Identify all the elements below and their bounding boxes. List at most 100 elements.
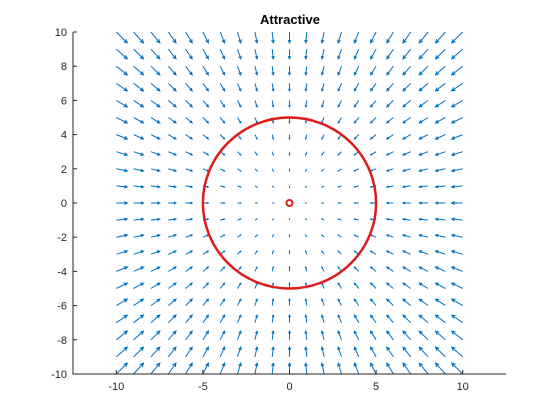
vector-arrow	[450, 117, 463, 124]
vector-arrow	[304, 134, 308, 141]
vector-arrow	[185, 31, 193, 44]
vector-arrow	[150, 31, 161, 44]
vector-arrow	[133, 266, 145, 272]
vector-arrow	[418, 99, 429, 108]
vector-arrow	[369, 151, 377, 156]
vector-arrow	[271, 66, 275, 77]
vector-arrow	[450, 48, 464, 60]
vector-arrow	[337, 66, 342, 76]
vector-arrow	[337, 48, 342, 61]
vector-arrow	[237, 250, 242, 255]
vector-arrow	[320, 31, 325, 45]
vector-arrow	[254, 83, 258, 93]
vector-arrow	[450, 217, 463, 222]
vector-arrow	[254, 48, 259, 61]
y-tick-label: 8	[61, 61, 67, 73]
vector-arrow	[202, 65, 209, 76]
vector-arrow	[304, 185, 308, 188]
vector-arrow	[353, 266, 360, 272]
vector-arrow	[434, 65, 446, 76]
vector-arrow	[402, 346, 412, 358]
vector-arrow	[353, 346, 360, 358]
vector-arrow	[133, 134, 145, 140]
vector-arrow	[288, 134, 291, 141]
vector-arrow	[202, 31, 209, 44]
vector-arrow	[434, 250, 446, 255]
vector-arrow	[287, 329, 292, 340]
vector-arrow	[254, 282, 258, 289]
vector-arrow	[219, 117, 226, 124]
vector-arrow	[353, 298, 360, 306]
vector-arrow	[271, 185, 275, 188]
vector-arrow	[185, 314, 193, 324]
vector-arrow	[369, 168, 377, 172]
vector-arrow	[337, 330, 342, 340]
vector-arrow	[304, 265, 308, 272]
vector-arrow	[401, 185, 411, 189]
vector-arrow	[353, 48, 360, 60]
vector-arrow	[321, 298, 325, 306]
vector-arrow	[254, 66, 259, 77]
vector-arrow	[320, 66, 325, 77]
vector-arrow	[370, 48, 377, 60]
vector-arrow	[353, 134, 360, 140]
vector-arrow	[167, 48, 177, 60]
vector-arrow	[304, 361, 308, 375]
vector-arrow	[150, 117, 161, 124]
vector-arrow	[434, 48, 446, 60]
vector-arrow	[434, 298, 446, 307]
vector-arrow	[337, 117, 342, 124]
vector-arrow	[116, 99, 129, 108]
vector-arrow	[115, 330, 129, 341]
vector-arrow	[254, 117, 258, 124]
vector-arrow	[133, 250, 145, 255]
vector-arrow	[304, 66, 308, 77]
overlay	[201, 116, 378, 290]
vector-arrow	[386, 362, 394, 375]
vector-arrow	[385, 217, 394, 221]
vector-arrow	[185, 330, 193, 341]
vector-arrow	[168, 134, 177, 140]
vector-arrow	[150, 48, 161, 60]
vector-arrow	[167, 330, 177, 341]
vector-arrow	[418, 201, 429, 205]
vector-arrow	[168, 282, 177, 289]
vector-arrow	[369, 117, 377, 124]
vector-arrow	[434, 314, 446, 324]
vector-arrow	[321, 134, 325, 141]
vector-arrow	[353, 234, 360, 238]
vector-arrow	[434, 217, 446, 222]
vector-arrow	[337, 31, 342, 44]
vector-arrow	[150, 134, 161, 140]
vector-arrow	[133, 168, 145, 173]
vector-arrow	[116, 266, 129, 272]
vector-arrow	[353, 168, 360, 172]
vector-arrow	[237, 314, 242, 323]
vector-arrow	[150, 168, 161, 172]
vector-arrow	[185, 117, 194, 124]
vector-arrow	[219, 168, 226, 172]
y-tick-label: 0	[61, 198, 67, 210]
vector-arrow	[353, 65, 360, 76]
vector-arrow	[418, 282, 429, 289]
vector-arrow	[386, 82, 394, 92]
vector-arrow	[150, 201, 161, 205]
vector-arrow	[370, 330, 377, 341]
vector-arrow	[237, 345, 242, 358]
vector-arrow	[304, 329, 308, 340]
vector-arrow	[116, 134, 129, 140]
vector-arrow	[288, 151, 291, 157]
vector-arrow	[150, 234, 161, 238]
vector-arrow	[418, 151, 429, 156]
vector-arrow	[370, 362, 377, 375]
vector-arrow	[385, 266, 394, 272]
vector-arrow	[133, 298, 145, 307]
vector-arrow	[402, 117, 411, 124]
vector-arrow	[320, 48, 325, 61]
vector-arrow	[254, 202, 259, 204]
vector-arrow	[167, 314, 177, 324]
vector-arrow	[115, 346, 129, 358]
vector-arrow	[150, 217, 161, 221]
vector-arrow	[450, 134, 463, 140]
